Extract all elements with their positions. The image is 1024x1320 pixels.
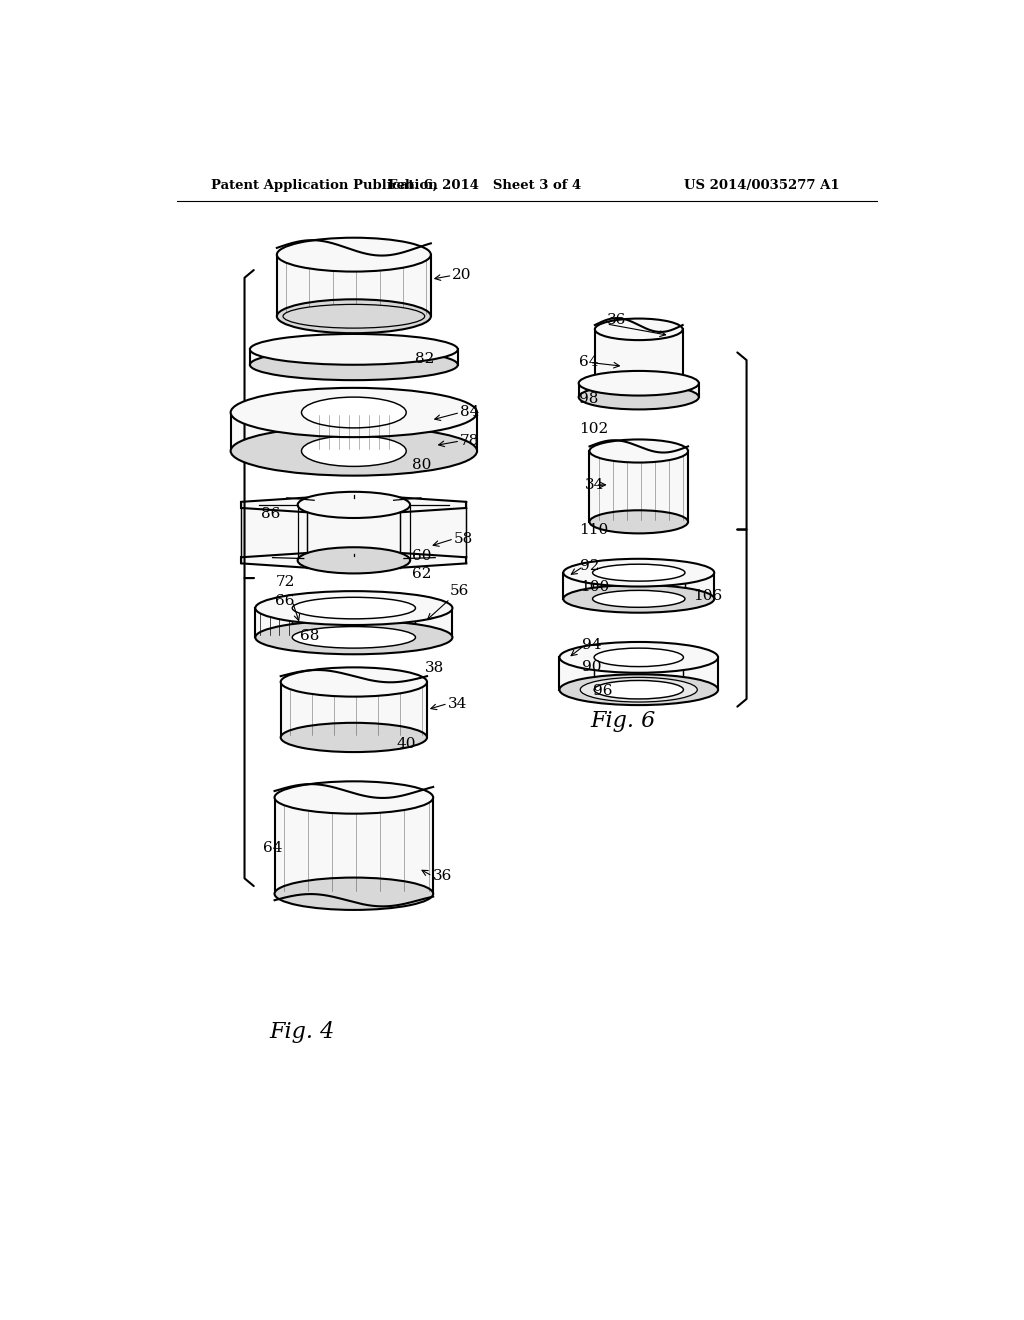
Text: 86: 86 — [261, 507, 281, 521]
Polygon shape — [242, 508, 307, 568]
Text: Feb. 6, 2014   Sheet 3 of 4: Feb. 6, 2014 Sheet 3 of 4 — [388, 178, 582, 191]
Text: 94: 94 — [582, 638, 601, 652]
Ellipse shape — [292, 627, 416, 648]
Ellipse shape — [283, 305, 425, 329]
Polygon shape — [595, 330, 683, 383]
Polygon shape — [559, 657, 718, 689]
Text: Patent Application Publication: Patent Application Publication — [211, 178, 438, 191]
Ellipse shape — [595, 318, 683, 341]
Text: 34: 34 — [447, 697, 467, 710]
Ellipse shape — [274, 781, 433, 813]
Text: 72: 72 — [275, 576, 295, 589]
Ellipse shape — [559, 642, 718, 673]
Polygon shape — [307, 512, 400, 568]
Text: 98: 98 — [579, 392, 598, 405]
Ellipse shape — [579, 385, 698, 409]
Text: 100: 100 — [581, 579, 609, 594]
Ellipse shape — [298, 492, 410, 517]
Ellipse shape — [563, 585, 714, 612]
Text: 64: 64 — [263, 841, 283, 854]
Ellipse shape — [559, 675, 718, 705]
Polygon shape — [563, 573, 714, 599]
Ellipse shape — [594, 681, 683, 700]
Ellipse shape — [255, 620, 453, 655]
Ellipse shape — [250, 334, 458, 364]
Text: 92: 92 — [581, 560, 600, 573]
Text: US 2014/0035277 A1: US 2014/0035277 A1 — [684, 178, 840, 191]
Ellipse shape — [255, 591, 453, 626]
Polygon shape — [590, 451, 688, 521]
Text: 68: 68 — [300, 628, 319, 643]
Ellipse shape — [581, 677, 697, 702]
Text: 64: 64 — [579, 355, 598, 370]
Polygon shape — [250, 350, 458, 364]
Text: 62: 62 — [413, 568, 432, 581]
Text: 36: 36 — [432, 869, 452, 883]
Text: 110: 110 — [579, 523, 608, 537]
Text: 58: 58 — [454, 532, 473, 545]
Text: 20: 20 — [453, 268, 472, 282]
Ellipse shape — [276, 300, 431, 333]
Text: 90: 90 — [582, 660, 601, 673]
Polygon shape — [292, 607, 416, 639]
Text: 60: 60 — [413, 549, 432, 562]
Text: 78: 78 — [460, 434, 479, 447]
Ellipse shape — [301, 397, 407, 428]
Text: 106: 106 — [692, 589, 722, 603]
Ellipse shape — [292, 598, 416, 619]
Polygon shape — [400, 498, 466, 557]
Ellipse shape — [281, 668, 427, 697]
Text: 96: 96 — [593, 684, 612, 698]
Ellipse shape — [230, 388, 477, 437]
Ellipse shape — [298, 548, 410, 573]
Text: 84: 84 — [460, 405, 479, 420]
Polygon shape — [255, 609, 453, 638]
Ellipse shape — [274, 878, 433, 909]
Polygon shape — [276, 255, 431, 317]
Text: 82: 82 — [416, 351, 435, 366]
Text: 36: 36 — [606, 313, 626, 327]
Text: 66: 66 — [275, 594, 295, 609]
Ellipse shape — [250, 350, 458, 380]
Polygon shape — [230, 412, 477, 451]
Ellipse shape — [593, 590, 685, 607]
Polygon shape — [593, 572, 685, 601]
Ellipse shape — [281, 723, 427, 752]
Ellipse shape — [593, 564, 685, 581]
Text: 102: 102 — [579, 422, 608, 437]
Ellipse shape — [595, 372, 683, 393]
Ellipse shape — [590, 511, 688, 533]
Ellipse shape — [230, 426, 477, 475]
Text: 80: 80 — [412, 458, 431, 471]
Text: Fig. 4: Fig. 4 — [269, 1022, 334, 1043]
Ellipse shape — [590, 440, 688, 462]
Polygon shape — [594, 656, 683, 692]
Ellipse shape — [594, 648, 683, 667]
Polygon shape — [242, 498, 307, 557]
Polygon shape — [301, 411, 407, 453]
Ellipse shape — [563, 558, 714, 586]
Ellipse shape — [579, 371, 698, 396]
Text: Fig. 6: Fig. 6 — [591, 710, 656, 731]
Text: 34: 34 — [585, 478, 604, 492]
Text: 38: 38 — [425, 661, 444, 675]
Polygon shape — [274, 797, 433, 894]
Polygon shape — [307, 498, 400, 553]
Polygon shape — [579, 383, 698, 397]
Ellipse shape — [276, 238, 431, 272]
Ellipse shape — [301, 436, 407, 466]
Polygon shape — [281, 682, 427, 738]
Text: 56: 56 — [451, 585, 469, 598]
Text: 40: 40 — [396, 737, 416, 751]
Polygon shape — [400, 508, 466, 568]
